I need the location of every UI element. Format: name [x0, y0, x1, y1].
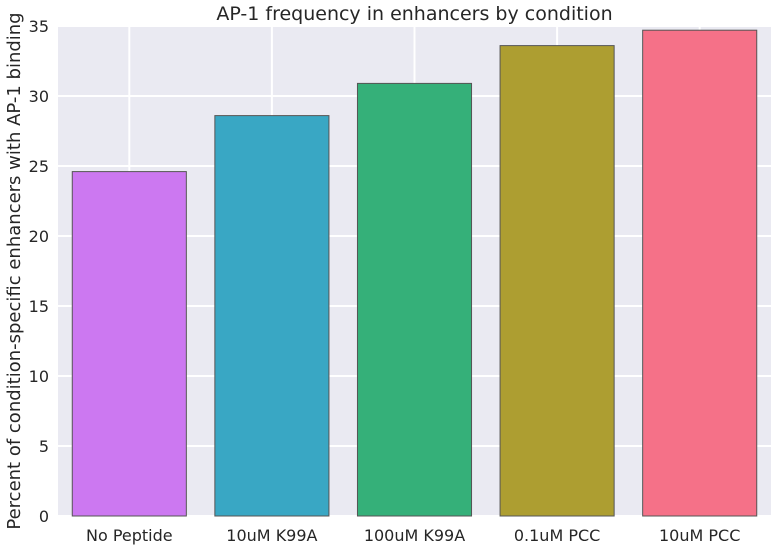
chart-title: AP-1 frequency in enhancers by condition	[216, 3, 612, 25]
bar	[356, 82, 473, 517]
x-tick-label: 100uM K99A	[364, 526, 465, 545]
x-tick-label: 0.1uM PCC	[514, 526, 600, 545]
y-tick-label: 30	[29, 87, 49, 106]
y-tick-label: 35	[29, 17, 49, 36]
x-tick-label: 10uM PCC	[659, 526, 740, 545]
y-tick-label: 0	[39, 507, 49, 526]
y-tick-label: 25	[29, 157, 49, 176]
y-tick-label: 5	[39, 437, 49, 456]
y-tick-label: 15	[29, 297, 49, 316]
x-tick-label: No Peptide	[86, 526, 173, 545]
bar	[71, 171, 187, 517]
x-tick-labels: No Peptide 10uM K99A 100uM K99A 0.1uM PCC 10…	[86, 526, 740, 545]
bar	[214, 115, 330, 517]
y-tick-label: 20	[29, 227, 49, 246]
bar	[499, 45, 615, 517]
y-tick-labels: 0 5 10 15 20 25 30 35	[29, 17, 49, 526]
y-tick-label: 10	[29, 367, 49, 386]
bars	[71, 29, 758, 517]
y-axis-label: Percent of condition-specific enhancers …	[4, 12, 25, 529]
bar	[642, 29, 758, 517]
x-tick-label: 10uM K99A	[226, 526, 317, 545]
